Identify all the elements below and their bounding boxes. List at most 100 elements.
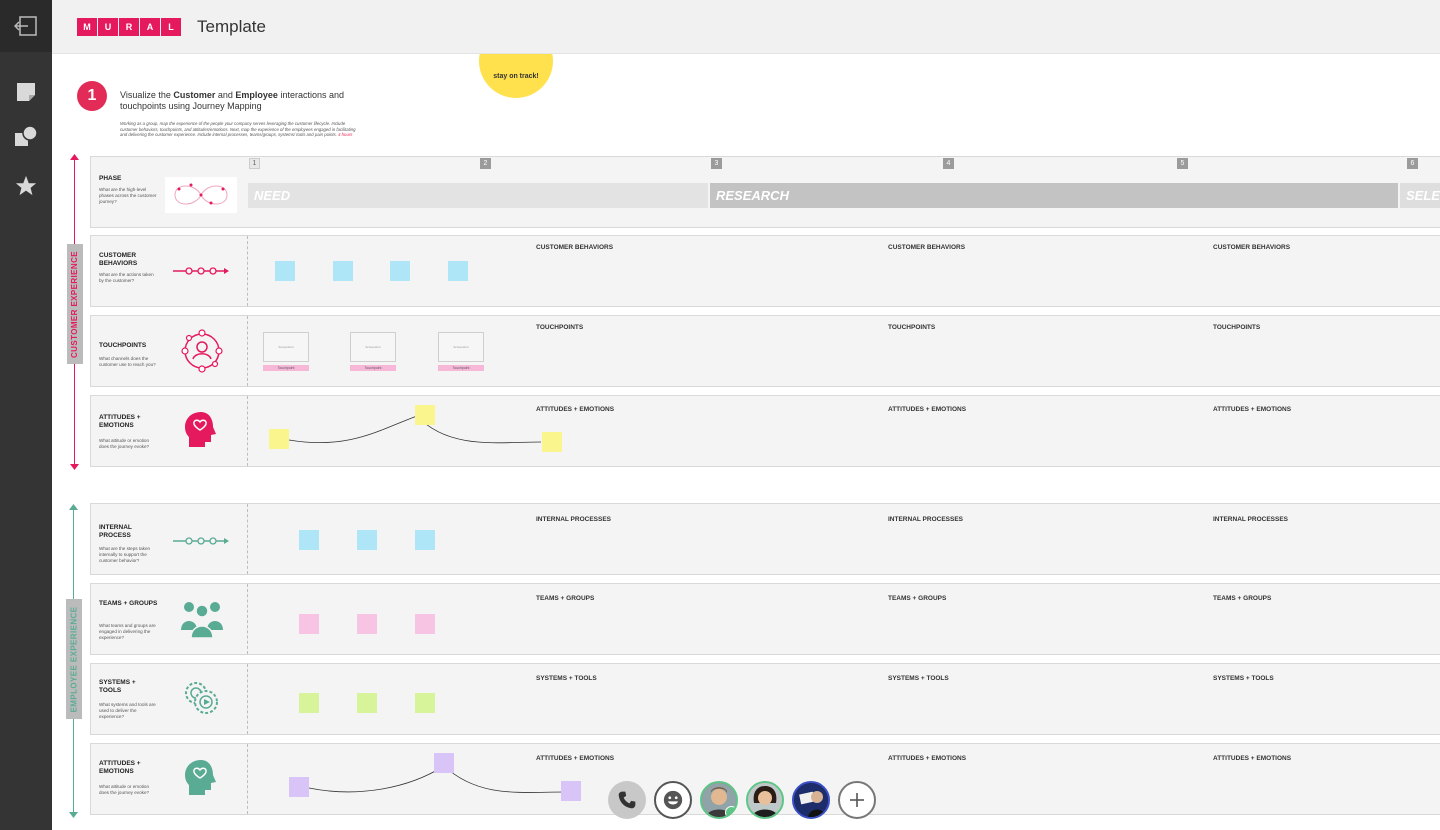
column-heading: INTERNAL PROCESSES	[536, 516, 612, 523]
avatar-photo-icon	[794, 783, 828, 817]
touchpoint-network-icon	[181, 329, 223, 373]
logo-letter: U	[98, 18, 119, 36]
touchpoint-tag[interactable]: Touchpoint	[438, 365, 484, 371]
phase-number: 6	[1407, 158, 1418, 169]
invite-button[interactable]	[838, 781, 876, 819]
row-divider	[247, 396, 248, 466]
row-label: CUSTOMER BEHAVIORS	[99, 252, 138, 267]
column-heading: INTERNAL PROCESSES	[1213, 516, 1289, 523]
phase-band-need[interactable]: NEED	[248, 183, 708, 208]
phase-number: 2	[480, 158, 491, 169]
row-label: TEAMS + GROUPS	[99, 600, 158, 607]
row-question: What attitude or emotion does the journe…	[99, 784, 150, 795]
top-header: M U R A L Template	[52, 0, 1440, 54]
teams-groups-row[interactable]: TEAMS + GROUPS What teams and groups are…	[90, 583, 1440, 655]
systems-gears-icon	[185, 682, 218, 714]
logo-letter: L	[161, 18, 182, 36]
sticky-note[interactable]	[415, 614, 435, 634]
sticky-note[interactable]	[289, 777, 309, 797]
sticky-note[interactable]	[269, 429, 289, 449]
sticky-note[interactable]	[275, 261, 295, 281]
customer-attitudes-row[interactable]: ATTITUDES + EMOTIONS What attitude or em…	[90, 395, 1440, 467]
phase-band-research[interactable]: RESEARCH	[710, 183, 1398, 208]
row-question: What teams and groups are engaged in del…	[99, 623, 156, 640]
phase-number: 4	[943, 158, 954, 169]
column-heading: ATTITUDES + EMOTIONS	[1213, 755, 1292, 762]
column-heading: TEAMS + GROUPS	[888, 595, 947, 602]
sticky-note[interactable]	[415, 530, 435, 550]
step-title-bold: Employee	[235, 90, 278, 100]
step-title-bold: Customer	[173, 90, 216, 100]
reactions-button[interactable]	[654, 781, 692, 819]
exit-icon	[14, 16, 37, 36]
sticky-note-tool[interactable]	[14, 80, 38, 104]
phase-number: 1	[249, 158, 260, 169]
heart-head-icon	[185, 760, 216, 795]
screenshot-frame[interactable]: Screenshot	[438, 332, 484, 362]
collaborator-avatar-1[interactable]	[700, 781, 738, 819]
row-question: What are the steps taken internally to s…	[99, 546, 151, 563]
sticky-note[interactable]	[299, 614, 319, 634]
sticky-note[interactable]	[434, 753, 454, 773]
mural-title[interactable]: Template	[197, 17, 266, 36]
phase-band-select[interactable]: SELE	[1400, 183, 1440, 208]
sticky-note[interactable]	[561, 781, 581, 801]
sticky-note[interactable]	[357, 693, 377, 713]
sticky-note[interactable]	[448, 261, 468, 281]
step-number: 1	[77, 81, 107, 111]
sticky-note[interactable]	[415, 405, 435, 425]
row-label: PHASE	[99, 175, 122, 182]
shapes-tool[interactable]	[14, 125, 38, 149]
row-divider	[247, 316, 248, 386]
process-steps-icon	[173, 267, 229, 275]
customer-behaviors-row[interactable]: CUSTOMER BEHAVIORS What are the actions …	[90, 235, 1440, 307]
logo-letter: R	[119, 18, 140, 36]
column-heading: TOUCHPOINTS	[888, 324, 936, 331]
step-description-text: Working as a group, map the experience o…	[120, 121, 356, 138]
collaborator-avatar-3[interactable]	[792, 781, 830, 819]
sticky-note[interactable]	[415, 693, 435, 713]
screenshot-frame[interactable]: Screenshot	[263, 332, 309, 362]
step-title-text: and	[215, 90, 236, 100]
phase-number: 5	[1177, 158, 1188, 169]
sticky-note[interactable]	[299, 693, 319, 713]
touchpoint-tag[interactable]: Touchpoint	[263, 365, 309, 371]
logo-letter: M	[77, 18, 98, 36]
sticky-note[interactable]	[299, 530, 319, 550]
touchpoints-row[interactable]: TOUCHPOINTS What channels does the custo…	[90, 315, 1440, 387]
sticky-note[interactable]	[357, 530, 377, 550]
sticky-note[interactable]	[542, 432, 562, 452]
phase-number: 3	[711, 158, 722, 169]
collaboration-bar	[608, 780, 884, 820]
column-heading: CUSTOMER BEHAVIORS	[888, 244, 966, 251]
call-button[interactable]	[608, 781, 646, 819]
row-label: SYSTEMS + TOOLS	[99, 679, 136, 694]
row-label: ATTITUDES + EMOTIONS	[99, 760, 141, 775]
internal-process-row[interactable]: INTERNAL PROCESS What are the steps take…	[90, 503, 1440, 575]
board-canvas[interactable]: stay on track! 1 Visualize the Customer …	[52, 54, 1440, 830]
systems-tools-row[interactable]: SYSTEMS + TOOLS What systems and tools a…	[90, 663, 1440, 735]
sticky-note[interactable]	[333, 261, 353, 281]
screenshot-frame[interactable]: Screenshot	[350, 332, 396, 362]
favorites-tool[interactable]	[14, 174, 38, 198]
online-badge	[725, 806, 736, 817]
step-title: Visualize the Customer and Employee inte…	[120, 90, 350, 112]
step-title-text: interactions and touchpoints using Journ…	[120, 90, 344, 111]
column-heading: SYSTEMS + TOOLS	[888, 675, 949, 682]
touchpoint-tag[interactable]: Touchpoint	[350, 365, 396, 371]
journey-loop-icon	[165, 177, 237, 213]
row-divider	[247, 236, 248, 306]
sticky-note[interactable]	[390, 261, 410, 281]
sticky-note-icon	[17, 83, 35, 101]
column-heading: ATTITUDES + EMOTIONS	[888, 406, 967, 413]
exit-button[interactable]	[0, 0, 52, 52]
mural-logo[interactable]: M U R A L	[77, 18, 182, 36]
process-steps-icon	[173, 537, 229, 545]
sticky-note[interactable]	[357, 614, 377, 634]
column-heading: TOUCHPOINTS	[536, 324, 584, 331]
phone-icon	[618, 791, 636, 809]
row-divider	[247, 744, 248, 814]
collaborator-avatar-2[interactable]	[746, 781, 784, 819]
timer-circle[interactable]: stay on track!	[479, 54, 553, 98]
